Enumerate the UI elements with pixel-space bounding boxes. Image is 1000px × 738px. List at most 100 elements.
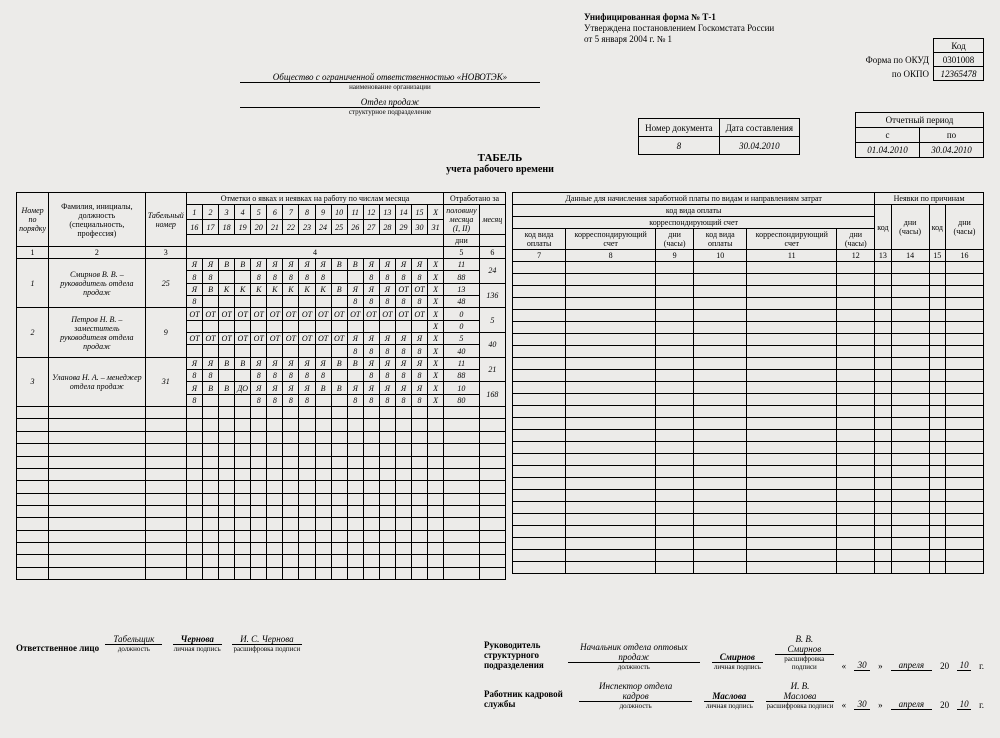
date-day: 30 [854,660,870,671]
day-cell: Я [395,357,411,369]
day-cell: К [299,283,315,295]
day-cell: Я [411,382,427,394]
colnum: 11 [747,250,837,262]
day-cell: Я [363,259,379,271]
day-header: 15 [411,205,427,220]
half-sum: 80 [444,394,480,406]
day-cell: Я [411,333,427,345]
table-row [513,262,984,274]
day-cell: Я [299,382,315,394]
table-row [513,526,984,538]
day-cell: Х [428,320,444,332]
day-cell [267,345,283,357]
day-cell [202,394,218,406]
date-year: 10 [957,660,971,671]
emp-id: 25 [145,259,186,308]
day-cell: Я [315,259,331,271]
day-cell: Я [202,259,218,271]
org-name-sub: наименование организации [240,83,540,91]
day-cell: ОТ [299,333,315,345]
hr-role: Инспектор отдела кадров [579,681,692,702]
table-row: 1Смирнов В. В. – руководитель отдела про… [17,259,506,271]
period-from-label: с [856,128,920,143]
day-cell: ДО [235,382,251,394]
day-cell: Я [379,259,395,271]
month-hours: 168 [479,382,505,407]
day-cell: 8 [363,271,379,283]
day-cell: 8 [379,394,395,406]
day-header: 17 [202,220,218,235]
day-cell: Я [411,259,427,271]
day-cell: Я [251,382,267,394]
day-cell [315,320,331,332]
day-cell: 8 [411,271,427,283]
table-row [513,466,984,478]
col-marks: Отметки о явках и неявках на работу по ч… [186,193,443,205]
day-header: 16 [186,220,202,235]
doc-title: ТАБЕЛЬ учета рабочего времени [0,152,1000,175]
day-cell: Я [379,357,395,369]
day-cell: В [219,382,235,394]
hr-label: Работник кадровой службы [484,690,571,710]
head-label: Руководитель структурного подразделения [484,641,560,671]
table-row [513,406,984,418]
head-name: В. В. Смирнов [775,634,834,655]
day-cell [283,296,299,308]
day-cell: Я [186,382,202,394]
day-cell: ОТ [411,308,427,320]
resp-label: Ответственное лицо [16,643,99,653]
day-header: 11 [347,205,363,220]
table-row [17,555,506,567]
colnum: 14 [891,250,929,262]
col-korr1: корреспондирующий счет [513,217,875,229]
half-sum: 40 [444,345,480,357]
emp-id: 9 [145,308,186,357]
half-sum: 11 [444,357,480,369]
day-cell: 8 [379,296,395,308]
day-cell [251,296,267,308]
day-cell: ОТ [235,308,251,320]
day-cell [315,394,331,406]
day-cell: Я [411,357,427,369]
day-cell [331,370,347,382]
day-cell: Я [395,333,411,345]
colnum: 4 [186,247,443,259]
day-cell [331,296,347,308]
col-fio: Фамилия, инициалы, должность (специально… [49,193,146,247]
day-cell: 8 [379,345,395,357]
day-header: 8 [299,205,315,220]
day-cell: Я [347,333,363,345]
date-month: апреля [891,660,932,671]
table-row [513,370,984,382]
day-cell [219,296,235,308]
emp-num: 2 [17,308,49,357]
day-header: 25 [331,220,347,235]
half-sum: 13 [444,283,480,295]
day-cell: Я [363,283,379,295]
col-kod1: код [875,205,891,250]
day-cell [235,296,251,308]
day-cell: Я [186,283,202,295]
day-cell: Я [363,382,379,394]
table-row [17,567,506,579]
day-cell: В [331,357,347,369]
day-cell: ОТ [395,283,411,295]
month-hours: 40 [479,333,505,358]
day-header: 26 [347,220,363,235]
day-cell: Я [299,259,315,271]
day-cell: К [315,283,331,295]
table-row [513,382,984,394]
table-row [17,481,506,493]
colnum: 10 [694,250,747,262]
day-header: 28 [379,220,395,235]
day-header: 2 [202,205,218,220]
col-korr3: корреспондирующий счет [747,229,837,250]
day-cell: Я [347,283,363,295]
day-cell: Я [395,382,411,394]
day-cell: В [331,382,347,394]
table-row [513,346,984,358]
day-header: 12 [363,205,379,220]
day-cell [315,296,331,308]
day-cell: 8 [347,345,363,357]
col-kv3: код вида оплаты [694,229,747,250]
